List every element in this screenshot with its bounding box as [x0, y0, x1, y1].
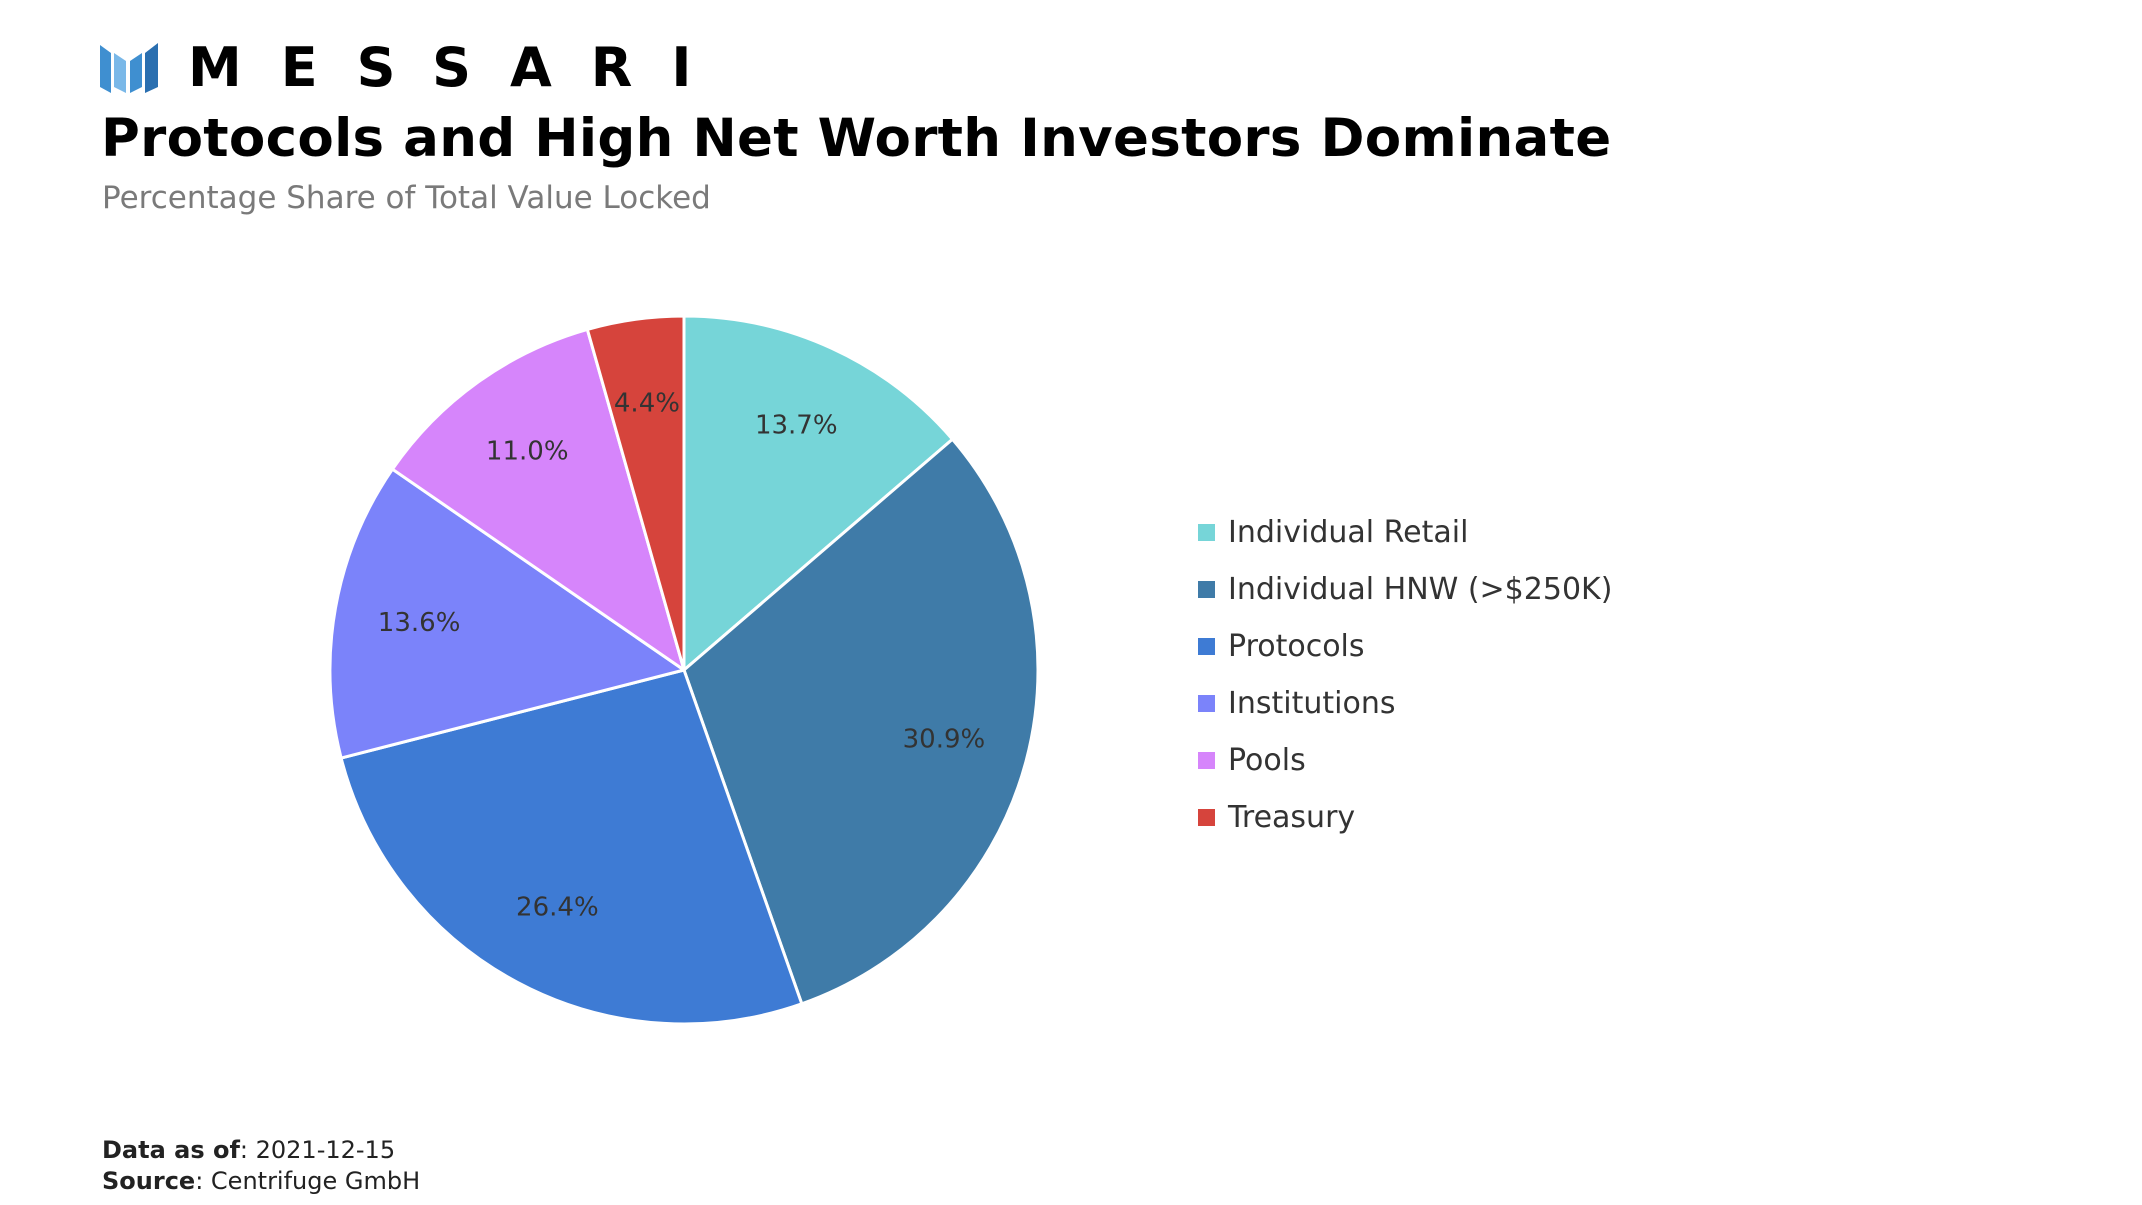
source-value: : Centrifuge GmbH: [195, 1167, 421, 1195]
legend-item-pools: Pools: [1198, 732, 1612, 789]
data-as-of: Data as of: 2021-12-15: [102, 1135, 395, 1165]
chart-legend: Individual Retail Individual HNW (>$250K)…: [1198, 504, 1612, 846]
data-label-treasury: 4.4%: [614, 389, 680, 419]
legend-label: Individual HNW (>$250K): [1228, 572, 1613, 607]
source: Source: Centrifuge GmbH: [102, 1166, 420, 1196]
legend-item-individual-retail: Individual Retail: [1198, 504, 1612, 561]
pie-slice-individual-hnw-250k: [682, 437, 1040, 1006]
data-label-pools: 11.0%: [486, 436, 569, 466]
messari-logo-mark-icon: [100, 43, 158, 93]
legend-swatch: [1198, 752, 1215, 769]
data-as-of-value: : 2021-12-15: [239, 1136, 396, 1164]
legend-item-individual-hnw-250k: Individual HNW (>$250K): [1198, 561, 1612, 618]
data-label-individual-hnw-250k: 30.9%: [903, 724, 986, 754]
data-label-protocols: 26.4%: [516, 892, 599, 922]
pie-slice-institutions: [328, 467, 686, 760]
legend-swatch: [1198, 695, 1215, 712]
legend-label: Pools: [1228, 743, 1306, 778]
messari-logo: MESSARI: [100, 40, 730, 96]
legend-label: Institutions: [1228, 686, 1396, 721]
data-as-of-label: Data as of: [102, 1136, 240, 1164]
brand-name: MESSARI: [188, 36, 731, 99]
legend-label: Treasury: [1228, 800, 1356, 835]
legend-item-protocols: Protocols: [1198, 618, 1612, 675]
legend-swatch: [1198, 581, 1215, 598]
data-label-institutions: 13.6%: [378, 608, 461, 638]
legend-swatch: [1198, 638, 1215, 655]
chart-title: Protocols and High Net Worth Investors D…: [101, 108, 1612, 169]
source-label: Source: [102, 1167, 196, 1195]
pie-slice-protocols: [339, 668, 804, 1026]
pie-slice-treasury: [585, 314, 686, 672]
legend-item-institutions: Institutions: [1198, 675, 1612, 732]
pie-slice-individual-retail: [682, 314, 954, 672]
legend-label: Individual Retail: [1228, 515, 1469, 550]
legend-swatch: [1198, 524, 1215, 541]
data-label-individual-retail: 13.7%: [755, 410, 838, 440]
legend-item-treasury: Treasury: [1198, 789, 1612, 846]
chart-subtitle: Percentage Share of Total Value Locked: [102, 180, 711, 216]
legend-label: Protocols: [1228, 629, 1365, 664]
legend-swatch: [1198, 809, 1215, 826]
